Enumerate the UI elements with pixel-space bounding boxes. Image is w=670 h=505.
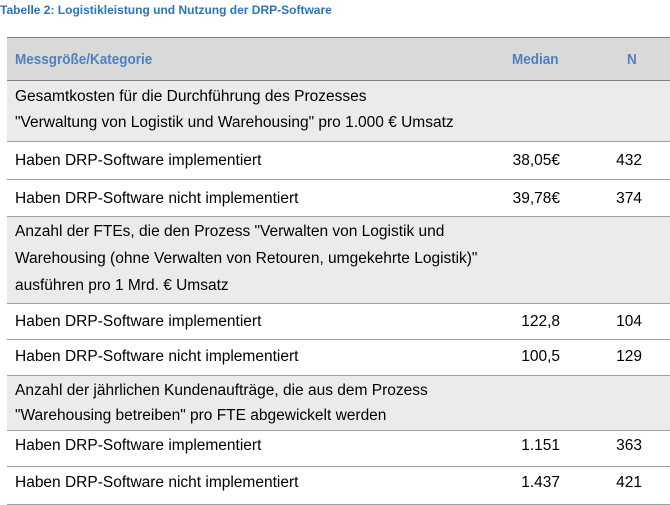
header-median: Median: [512, 51, 559, 68]
row-n: 129: [616, 348, 642, 365]
row-median: 122,8: [521, 313, 560, 330]
row-label: Haben DRP-Software nicht implementiert: [15, 348, 299, 365]
table-caption: Tabelle 2: Logistikleistung und Nutzung …: [0, 3, 332, 17]
row-label: Haben DRP-Software implementiert: [15, 313, 262, 330]
category-line: "Warehousing betreiben" pro FTE abgewick…: [15, 407, 387, 424]
category-line: ausführen pro 1 Mrd. € Umsatz: [15, 277, 229, 294]
table-header: Messgröße/Kategorie Median N: [7, 38, 670, 81]
row-median: 1.151: [521, 437, 560, 454]
table-row: Haben DRP-Software nicht implementiert 1…: [7, 467, 670, 505]
category-row: Anzahl der jährlichen Kundenaufträge, di…: [7, 376, 670, 431]
row-label: Haben DRP-Software implementiert: [15, 437, 262, 454]
row-n: 363: [616, 437, 642, 454]
row-label: Haben DRP-Software implementiert: [15, 152, 262, 169]
row-label: Haben DRP-Software nicht implementiert: [15, 474, 299, 491]
header-n: N: [627, 51, 637, 68]
category-row: Gesamtkosten für die Durchführung des Pr…: [7, 81, 670, 142]
row-label: Haben DRP-Software nicht implementiert: [15, 190, 299, 207]
table-row: Haben DRP-Software nicht implementiert 1…: [7, 340, 670, 376]
logistics-table: Messgröße/Kategorie Median N Gesamtkoste…: [7, 37, 670, 505]
table-row: Haben DRP-Software implementiert 38,05€ …: [7, 142, 670, 180]
row-n: 374: [616, 190, 642, 207]
header-category: Messgröße/Kategorie: [15, 51, 153, 68]
table-row: Haben DRP-Software implementiert 1.151 3…: [7, 431, 670, 467]
table-row: Haben DRP-Software nicht implementiert 3…: [7, 180, 670, 217]
category-line: Warehousing (ohne Verwalten von Retouren…: [15, 250, 478, 267]
row-median: 100,5: [521, 348, 560, 365]
category-row: Anzahl der FTEs, die den Prozess "Verwal…: [7, 217, 670, 304]
row-n: 432: [616, 152, 642, 169]
row-median: 1.437: [521, 474, 560, 491]
category-line: "Verwaltung von Logistik und Warehousing…: [15, 114, 454, 131]
category-line: Anzahl der FTEs, die den Prozess "Verwal…: [15, 223, 445, 240]
category-line: Gesamtkosten für die Durchführung des Pr…: [15, 88, 367, 105]
category-line: Anzahl der jährlichen Kundenaufträge, di…: [15, 382, 428, 399]
row-n: 421: [616, 474, 642, 491]
table-row: Haben DRP-Software implementiert 122,8 1…: [7, 304, 670, 340]
row-median: 39,78€: [512, 190, 560, 207]
row-n: 104: [616, 313, 642, 330]
row-median: 38,05€: [512, 152, 560, 169]
